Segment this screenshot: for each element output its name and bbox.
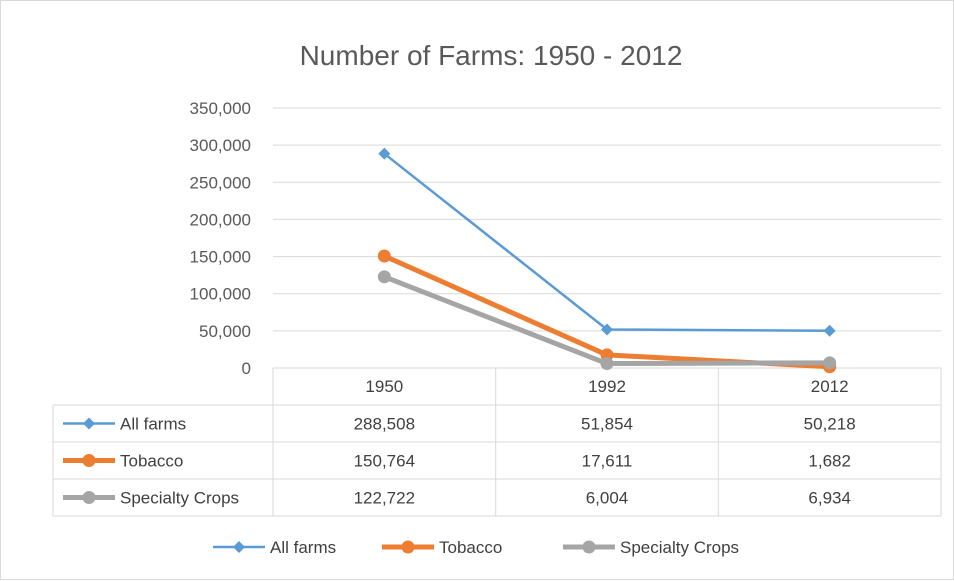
data-point bbox=[600, 357, 614, 371]
y-tick-label: 0 bbox=[242, 359, 251, 378]
data-table: 1950 1992 2012 All farms 288,508 51,854 50,218… bbox=[52, 367, 942, 517]
y-tick-label: 50,000 bbox=[199, 322, 251, 341]
x-tick-label: 1992 bbox=[588, 377, 626, 396]
series-lines bbox=[377, 147, 837, 374]
data-point bbox=[377, 270, 391, 284]
table-cell-value: 6,004 bbox=[586, 489, 629, 508]
legend-key-marker bbox=[82, 454, 96, 467]
legend-key-marker bbox=[401, 540, 415, 554]
x-tick-label: 1950 bbox=[365, 377, 403, 396]
y-tick-label: 350,000 bbox=[190, 99, 251, 118]
data-point bbox=[823, 324, 836, 337]
legend-key-marker bbox=[82, 491, 96, 504]
data-point bbox=[601, 323, 613, 336]
y-tick-label: 300,000 bbox=[190, 136, 251, 155]
y-axis-tick-labels: 0 50,000 100,000 150,000 200,000 250,000 300,0… bbox=[190, 99, 251, 378]
chart-title: Number of Farms: 1950 - 2012 bbox=[300, 40, 683, 71]
y-tick-label: 150,000 bbox=[190, 248, 251, 267]
table-cell-value: 122,722 bbox=[354, 489, 415, 508]
table-cell-value: 150,764 bbox=[354, 452, 415, 471]
table-cell-value: 6,934 bbox=[808, 489, 851, 508]
table-cell-value: 50,218 bbox=[804, 415, 856, 434]
table-cell-value: 1,682 bbox=[808, 452, 851, 471]
legend: All farms Tobacco Specialty Crops bbox=[213, 538, 739, 557]
y-tick-label: 100,000 bbox=[190, 285, 251, 304]
table-cell-value: 288,508 bbox=[354, 415, 415, 434]
table-series-name: Tobacco bbox=[120, 452, 183, 471]
data-point bbox=[377, 249, 391, 263]
legend-label: Specialty Crops bbox=[620, 538, 739, 557]
x-tick-label: 2012 bbox=[811, 377, 849, 396]
data-point bbox=[823, 356, 837, 370]
table-cell-value: 17,611 bbox=[582, 452, 633, 471]
legend-key-marker bbox=[83, 417, 95, 430]
y-tick-label: 200,000 bbox=[190, 210, 251, 229]
legend-label: All farms bbox=[270, 538, 336, 557]
table-cell-value: 51,854 bbox=[581, 415, 633, 434]
table-series-name: Specialty Crops bbox=[120, 489, 239, 508]
legend-key-marker bbox=[582, 540, 596, 554]
data-point bbox=[378, 147, 391, 160]
table-series-name: All farms bbox=[120, 415, 186, 434]
legend-key-marker bbox=[233, 541, 245, 553]
legend-label: Tobacco bbox=[439, 538, 502, 557]
y-tick-label: 250,000 bbox=[190, 173, 251, 192]
